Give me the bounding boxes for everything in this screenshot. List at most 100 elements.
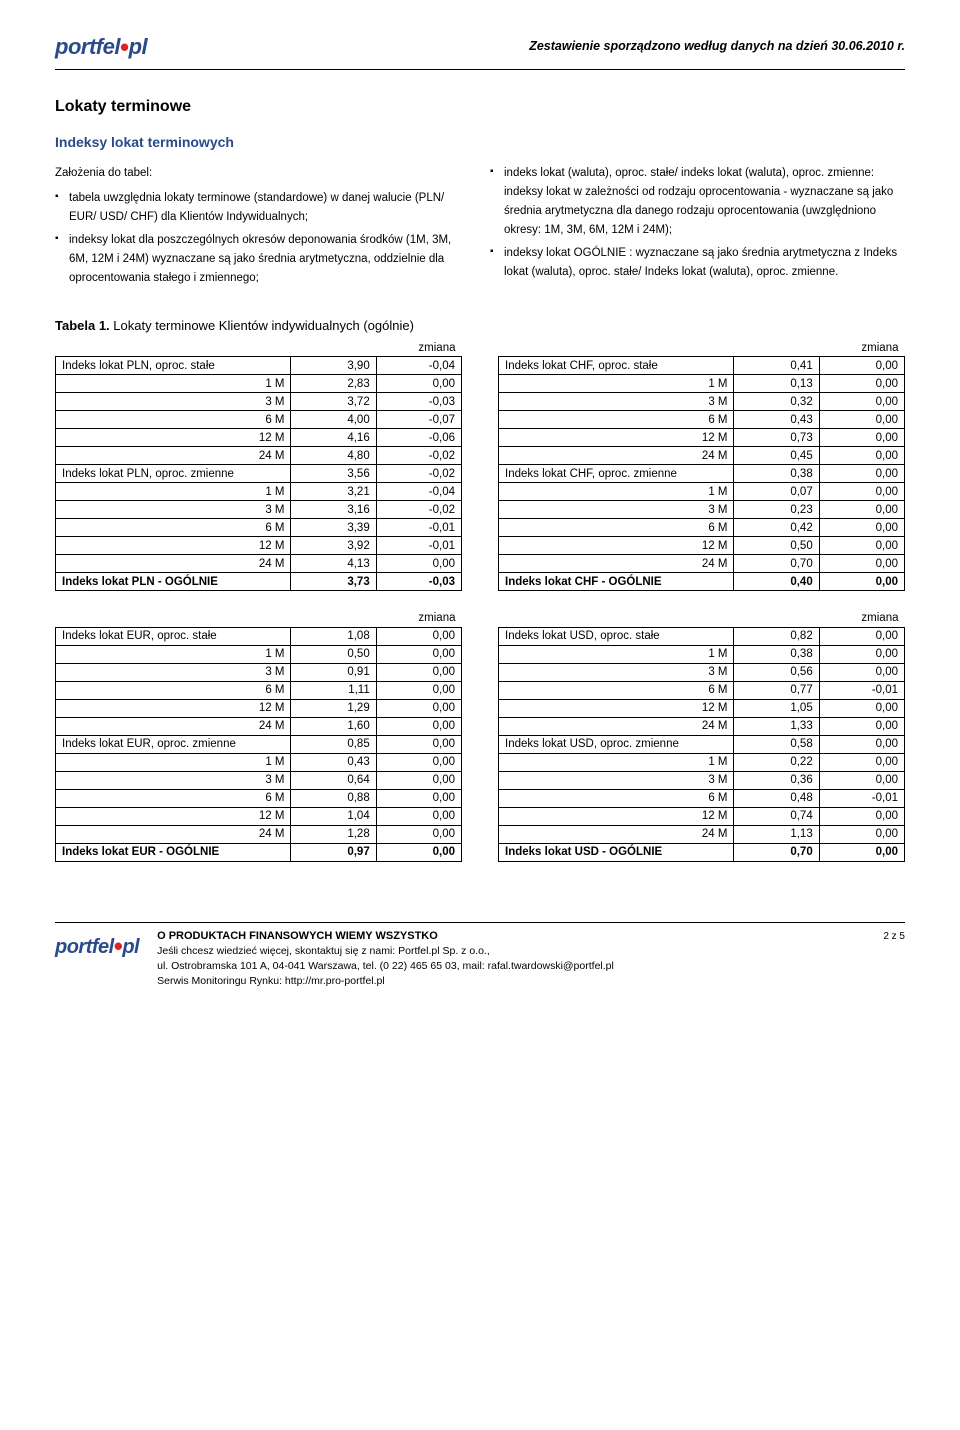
- table-pln-wrap: zmianaIndeks lokat PLN, oproc. stałe3,90…: [55, 339, 462, 592]
- row-delta: -0,02: [376, 465, 461, 483]
- table-row: 12 M1,290,00: [56, 699, 462, 717]
- row-label: 3 M: [56, 393, 291, 411]
- row-value: 0,43: [291, 753, 376, 771]
- row-label: Indeks lokat EUR, oproc. zmienne: [56, 735, 291, 753]
- subheading: Indeksy lokat terminowych: [55, 134, 905, 150]
- table-row: 12 M0,730,00: [499, 429, 905, 447]
- page-header: portfel•pl Zestawienie sporządzono wedłu…: [55, 30, 905, 61]
- section-title: Lokaty terminowe: [55, 98, 905, 116]
- table-row: 24 M0,450,00: [499, 447, 905, 465]
- row-delta: -0,03: [376, 393, 461, 411]
- table-row: 1 M0,500,00: [56, 645, 462, 663]
- row-label: 1 M: [56, 753, 291, 771]
- total-value: 0,70: [734, 843, 819, 861]
- row-label: 3 M: [499, 501, 734, 519]
- row-value: 0,64: [291, 771, 376, 789]
- table-row: 24 M1,600,00: [56, 717, 462, 735]
- row-delta: 0,00: [376, 807, 461, 825]
- row-label: 1 M: [56, 375, 291, 393]
- row-label: 6 M: [56, 519, 291, 537]
- row-delta: 0,00: [819, 357, 904, 375]
- row-value: 0,73: [734, 429, 819, 447]
- row-label: 6 M: [499, 411, 734, 429]
- table-row: 1 M0,130,00: [499, 375, 905, 393]
- row-delta: 0,00: [819, 501, 904, 519]
- row-label: 24 M: [499, 555, 734, 573]
- table-row: Indeks lokat USD, oproc. zmienne0,580,00: [499, 735, 905, 753]
- header-divider: [55, 69, 905, 70]
- bullet-item: indeks lokat (waluta), oproc. stałe/ ind…: [490, 164, 905, 240]
- table1-title-rest: Lokaty terminowe Klientów indywidualnych…: [110, 318, 414, 333]
- table-row: Indeks lokat EUR, oproc. stałe1,080,00: [56, 627, 462, 645]
- table-row: 12 M3,92-0,01: [56, 537, 462, 555]
- table-row: 6 M3,39-0,01: [56, 519, 462, 537]
- left-bullet-list: tabela uwzględnia lokaty terminowe (stan…: [55, 189, 470, 288]
- table-row: 3 M3,72-0,03: [56, 393, 462, 411]
- row-label: 3 M: [499, 393, 734, 411]
- row-value: 1,60: [291, 717, 376, 735]
- row-delta: 0,00: [819, 393, 904, 411]
- table-row: 3 M0,320,00: [499, 393, 905, 411]
- logo-dot-icon: •: [120, 32, 129, 62]
- assumptions-block: Założenia do tabel: tabela uwzględnia lo…: [55, 164, 905, 292]
- row-label: 12 M: [56, 429, 291, 447]
- logo-main: portfel: [55, 34, 120, 59]
- table-row: 1 M3,21-0,04: [56, 483, 462, 501]
- row-value: 0,58: [734, 735, 819, 753]
- table-row: 12 M1,040,00: [56, 807, 462, 825]
- row-delta: 0,00: [819, 627, 904, 645]
- row-label: 6 M: [56, 411, 291, 429]
- header-meta: Zestawienie sporządzono według danych na…: [529, 39, 905, 53]
- row-delta: -0,04: [376, 483, 461, 501]
- row-delta: 0,00: [376, 375, 461, 393]
- row-delta: 0,00: [819, 663, 904, 681]
- table-header-row: zmiana: [499, 609, 905, 627]
- total-label: Indeks lokat PLN - OGÓLNIE: [56, 573, 291, 591]
- row-delta: 0,00: [376, 753, 461, 771]
- footer-logo: portfel•pl: [55, 929, 139, 960]
- row-value: 1,08: [291, 627, 376, 645]
- logo-main: portfel: [55, 936, 114, 958]
- blank-cell: [499, 609, 734, 627]
- row-label: 3 M: [499, 663, 734, 681]
- table-row: 24 M4,80-0,02: [56, 447, 462, 465]
- table-chf-wrap: zmianaIndeks lokat CHF, oproc. stałe0,41…: [498, 339, 905, 592]
- row-delta: -0,01: [819, 681, 904, 699]
- blank-cell: [56, 609, 291, 627]
- row-delta: 0,00: [819, 375, 904, 393]
- row-delta: 0,00: [376, 555, 461, 573]
- footer-line: Serwis Monitoringu Rynku: http://mr.pro-…: [157, 974, 847, 989]
- row-delta: -0,02: [376, 501, 461, 519]
- row-delta: 0,00: [376, 771, 461, 789]
- footer-title: O PRODUKTACH FINANSOWYCH WIEMY WSZYSTKO: [157, 929, 847, 944]
- row-label: 6 M: [499, 789, 734, 807]
- footer-text: O PRODUKTACH FINANSOWYCH WIEMY WSZYSTKO …: [157, 929, 847, 988]
- row-label: 24 M: [499, 447, 734, 465]
- tables-row-1: zmianaIndeks lokat PLN, oproc. stałe3,90…: [55, 339, 905, 592]
- total-delta: -0,03: [376, 573, 461, 591]
- row-label: Indeks lokat CHF, oproc. zmienne: [499, 465, 734, 483]
- table-total-row: Indeks lokat EUR - OGÓLNIE0,970,00: [56, 843, 462, 861]
- row-value: 0,38: [734, 465, 819, 483]
- row-delta: 0,00: [819, 465, 904, 483]
- table-row: 24 M4,130,00: [56, 555, 462, 573]
- row-label: 6 M: [499, 681, 734, 699]
- zmiana-header: zmiana: [376, 609, 461, 627]
- row-label: 3 M: [499, 771, 734, 789]
- table-row: Indeks lokat EUR, oproc. zmienne0,850,00: [56, 735, 462, 753]
- data-table-pln: zmianaIndeks lokat PLN, oproc. stałe3,90…: [55, 339, 462, 592]
- assumptions-left: Założenia do tabel: tabela uwzględnia lo…: [55, 164, 470, 292]
- row-value: 0,70: [734, 555, 819, 573]
- table-row: 6 M1,110,00: [56, 681, 462, 699]
- row-value: 0,43: [734, 411, 819, 429]
- row-label: 1 M: [499, 375, 734, 393]
- row-value: 3,90: [291, 357, 376, 375]
- row-value: 0,88: [291, 789, 376, 807]
- row-label: 6 M: [499, 519, 734, 537]
- table-row: 12 M1,050,00: [499, 699, 905, 717]
- row-delta: 0,00: [819, 699, 904, 717]
- total-label: Indeks lokat CHF - OGÓLNIE: [499, 573, 734, 591]
- row-label: 12 M: [499, 429, 734, 447]
- logo-suffix: pl: [122, 936, 139, 958]
- row-value: 0,50: [291, 645, 376, 663]
